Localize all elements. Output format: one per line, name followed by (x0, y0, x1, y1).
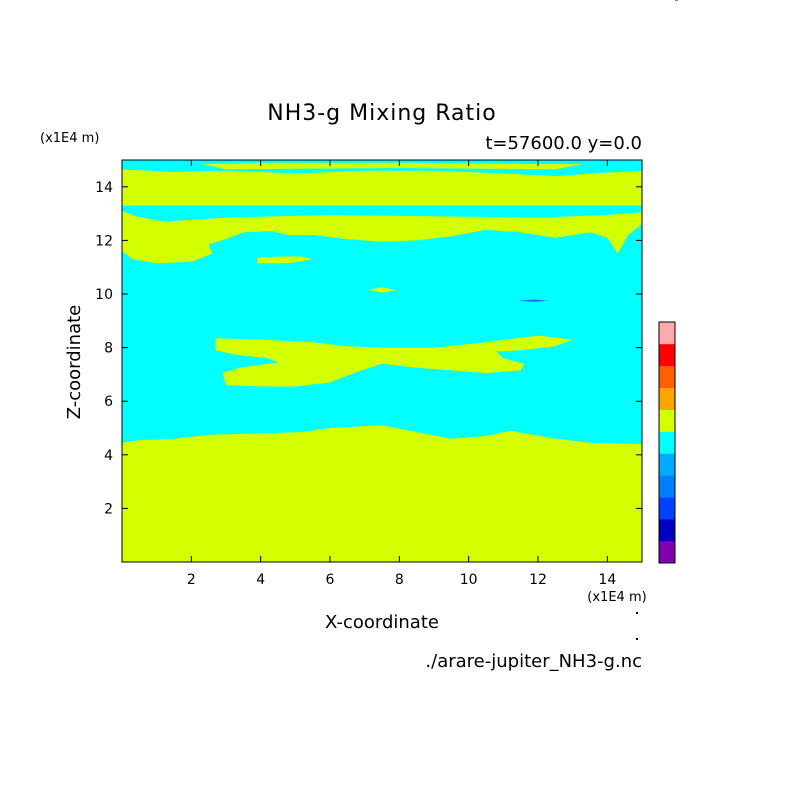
y-axis-ticks: 2 4 6 8 10 12 14 (95, 180, 642, 517)
y-tick-label: 2 (104, 501, 113, 517)
marker-dot (636, 638, 638, 640)
x-tick-label: 14 (598, 572, 616, 588)
y-tick-label: 10 (95, 287, 113, 303)
colorbar-swatch (659, 431, 675, 454)
plot-frame (121, 159, 643, 563)
x-tick-label: 10 (460, 572, 478, 588)
colorbar-tick-label: 0.008 (682, 0, 719, 4)
contour-region (201, 162, 584, 170)
y-tick-label: 6 (104, 394, 113, 410)
x-axis-unit: (x1E4 m) (587, 590, 646, 605)
plot-area (122, 160, 642, 562)
colorbar-swatch (659, 343, 675, 367)
marker-dot (636, 612, 638, 614)
axis-marker-dots (636, 612, 638, 640)
contour-region (517, 299, 549, 302)
contour-region (122, 169, 642, 206)
colorbar-swatch (659, 453, 675, 476)
colorbar-swatch (659, 475, 675, 498)
y-tick-label: 12 (95, 233, 113, 249)
y-tick-label: 14 (95, 180, 113, 196)
colorbar-swatch (659, 322, 675, 345)
colorbar-tick-label: -0.008 (682, 0, 724, 4)
colorbar-swatch (659, 519, 675, 542)
colorbar-tick-label: 0.004 (682, 0, 719, 4)
contour-region (257, 256, 313, 264)
chart-title: NH3-g Mixing Ratio (267, 101, 497, 126)
contour-region (122, 425, 642, 562)
y-tick-label: 4 (104, 448, 113, 464)
colorbar-swatch (659, 541, 675, 564)
x-tick-label: 4 (256, 572, 265, 588)
contour-region (122, 210, 642, 264)
colorbar-frame (658, 321, 676, 564)
y-axis-label: Z-coordinate (64, 305, 85, 420)
colorbar-swatch (659, 365, 675, 389)
colorbar-swatch (659, 409, 675, 432)
x-tick-label: 8 (395, 572, 404, 588)
y-tick-label: 8 (104, 341, 113, 357)
contour-region (215, 335, 573, 387)
colorbar: -0.008-0.00400.0040.008 (658, 0, 724, 564)
source-filename: ./arare-jupiter_NH3-g.nc (425, 651, 642, 672)
y-axis-unit: (x1E4 m) (40, 131, 99, 146)
colorbar-swatch (659, 497, 675, 520)
x-axis-ticks: 2 4 6 8 10 12 14 (187, 160, 616, 588)
contour-region (368, 287, 396, 293)
colorbar-swatch (659, 387, 675, 410)
contour-regions (122, 162, 642, 562)
chart-subtitle: t=57600.0 y=0.0 (485, 133, 642, 154)
x-tick-label: 2 (187, 572, 196, 588)
colorbar-tick-label: 0 (682, 0, 690, 4)
x-tick-label: 6 (326, 572, 335, 588)
x-tick-label: 12 (529, 572, 547, 588)
colorbar-tick-label: -0.004 (682, 0, 724, 4)
x-axis-label: X-coordinate (325, 612, 439, 633)
